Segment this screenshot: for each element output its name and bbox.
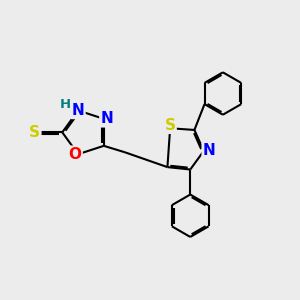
Text: N: N	[72, 103, 85, 118]
Text: N: N	[100, 111, 113, 126]
Text: N: N	[203, 143, 215, 158]
Text: H: H	[60, 98, 71, 110]
Text: S: S	[165, 118, 176, 133]
Text: S: S	[29, 125, 40, 140]
Text: O: O	[69, 147, 82, 162]
